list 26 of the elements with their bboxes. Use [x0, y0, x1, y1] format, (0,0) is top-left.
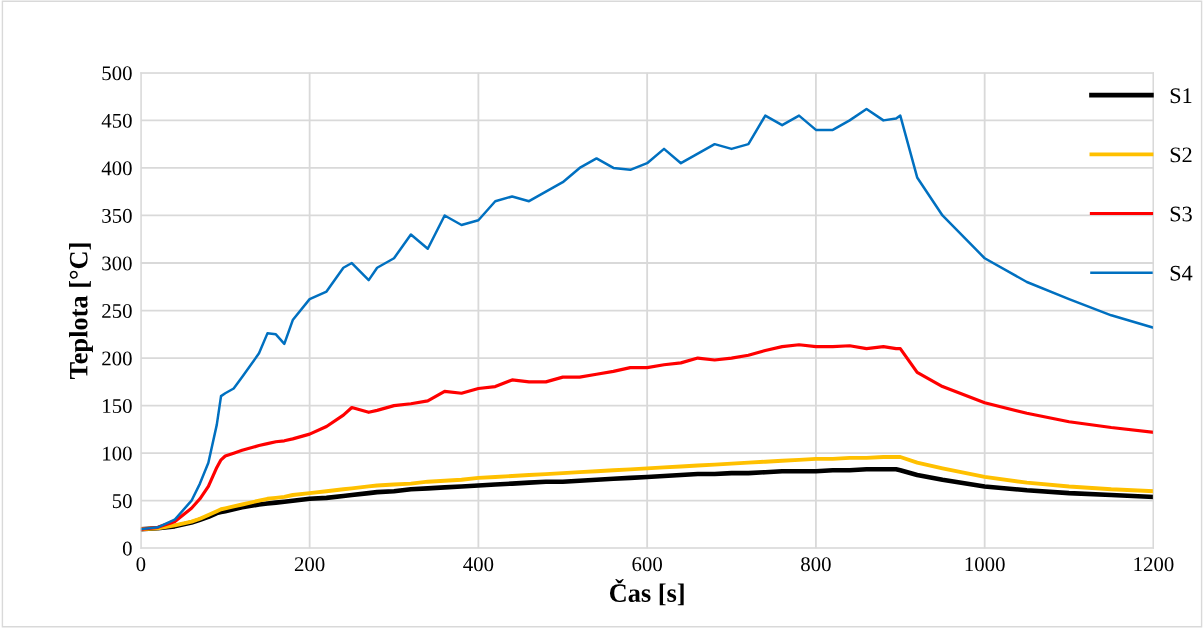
y-tick-label: 450: [101, 113, 132, 128]
y-tick-label: 150: [103, 399, 132, 414]
y-tick-label: 350: [102, 208, 132, 223]
legend-label: S2: [1170, 147, 1192, 163]
y-tick-label: 50: [112, 494, 132, 509]
x-tick-label: 1000: [965, 557, 1005, 572]
legend-label: S1: [1170, 88, 1192, 104]
y-tick-label: 100: [103, 446, 132, 461]
y-tick-label: 0: [122, 541, 132, 556]
x-tick-label: 800: [801, 557, 831, 572]
legend-label: S3: [1170, 206, 1192, 222]
y-tick-label: 500: [102, 66, 132, 81]
y-tick-label: 200: [102, 351, 132, 366]
y-axis-title: Teplota [°C]: [69, 243, 93, 380]
x-tick-label: 0: [136, 557, 146, 572]
x-axis-title: Čas [s]: [609, 578, 684, 606]
legend-label: S4: [1170, 265, 1193, 281]
x-tick-label: 600: [632, 557, 662, 572]
x-tick-label: 1200: [1134, 557, 1174, 572]
y-tick-label: 250: [102, 303, 132, 318]
x-tick-label: 400: [463, 557, 494, 572]
y-tick-label: 400: [101, 161, 132, 176]
y-tick-label: 300: [102, 256, 132, 271]
x-tick-label: 200: [294, 557, 325, 572]
line-series: [140, 343, 1154, 531]
line-series: [140, 107, 1154, 531]
